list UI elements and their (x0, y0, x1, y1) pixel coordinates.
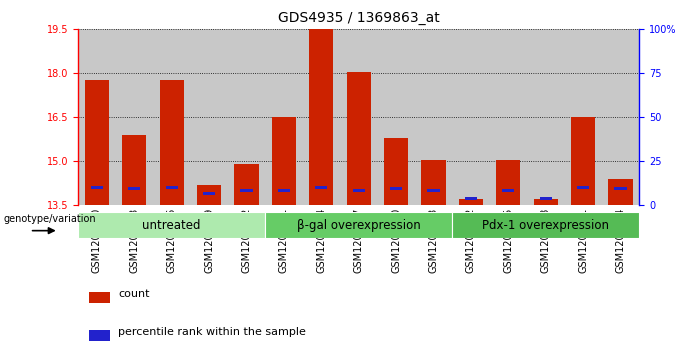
Bar (540, 197, 551, 200)
Bar (571, 117, 595, 205)
Bar (465, 197, 477, 200)
Bar (615, 188, 626, 191)
Bar (91, 186, 103, 189)
Bar (609, 179, 632, 205)
Bar (265, 212, 452, 238)
Text: β-gal overexpression: β-gal overexpression (297, 219, 420, 232)
Bar (377, 29, 415, 205)
Text: genotype/variation: genotype/variation (4, 215, 97, 224)
Bar (303, 29, 340, 205)
Bar (272, 117, 296, 205)
Bar (384, 138, 408, 205)
Bar (564, 29, 602, 205)
Bar (353, 189, 364, 192)
Bar (265, 29, 303, 205)
Bar (577, 186, 589, 189)
Bar (78, 29, 116, 205)
Bar (309, 29, 333, 205)
Text: untreated: untreated (142, 219, 201, 232)
Bar (316, 186, 327, 189)
Text: percentile rank within the sample: percentile rank within the sample (118, 327, 306, 337)
Bar (602, 29, 639, 205)
Bar (422, 160, 445, 205)
Bar (235, 164, 258, 205)
Text: count: count (118, 289, 150, 299)
Bar (340, 29, 377, 205)
Bar (160, 80, 184, 205)
Bar (459, 199, 483, 205)
Bar (116, 29, 153, 205)
Bar (197, 184, 221, 205)
Bar (503, 189, 514, 192)
Bar (166, 186, 177, 189)
Bar (452, 212, 639, 238)
Bar (534, 199, 558, 205)
Bar (496, 160, 520, 205)
Bar (153, 29, 190, 205)
Text: Pdx-1 overexpression: Pdx-1 overexpression (482, 219, 609, 232)
Bar (390, 188, 402, 191)
Bar (278, 189, 290, 192)
Title: GDS4935 / 1369863_at: GDS4935 / 1369863_at (278, 11, 439, 25)
Bar (90, 330, 109, 341)
Bar (452, 29, 490, 205)
Bar (490, 29, 527, 205)
Bar (129, 188, 140, 191)
Bar (428, 189, 439, 192)
Bar (228, 29, 265, 205)
Bar (90, 292, 109, 303)
Bar (527, 29, 564, 205)
Bar (241, 189, 252, 192)
Bar (203, 192, 215, 195)
Bar (78, 212, 265, 238)
Bar (122, 135, 146, 205)
Bar (190, 29, 228, 205)
Bar (347, 72, 371, 205)
Bar (415, 29, 452, 205)
Bar (85, 80, 109, 205)
